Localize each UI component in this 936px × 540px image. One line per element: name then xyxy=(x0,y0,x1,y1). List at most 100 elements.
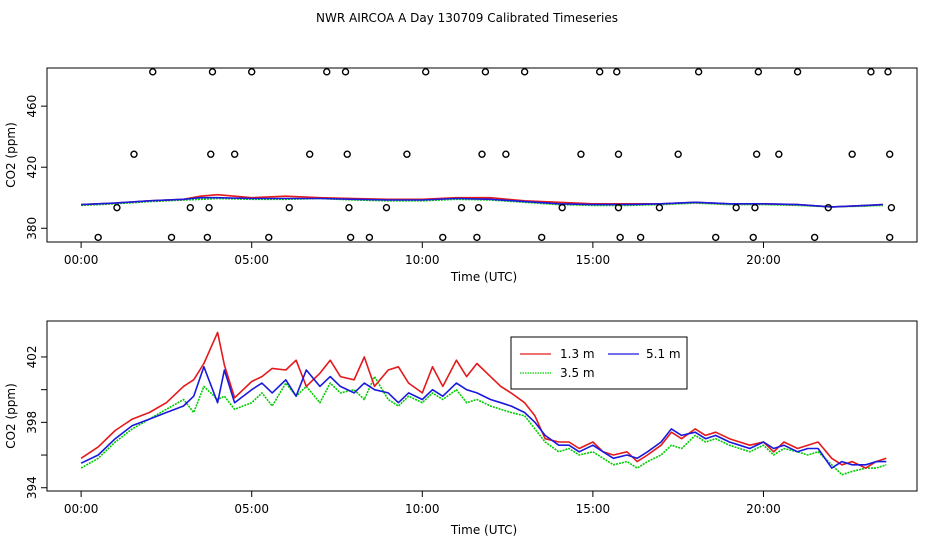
marker-point xyxy=(886,150,894,158)
marker-point xyxy=(457,203,466,212)
x-tick-label: 00:00 xyxy=(64,253,99,267)
marker-point xyxy=(382,203,391,212)
marker-point xyxy=(867,68,875,76)
series-line-3-5-m-panel-1 xyxy=(80,375,887,476)
x-tick-label: 20:00 xyxy=(746,253,781,267)
marker-point xyxy=(186,203,194,212)
x-tick-label: 05:00 xyxy=(234,502,269,516)
marker-point xyxy=(751,203,759,212)
marker-point xyxy=(203,233,212,242)
marker-point xyxy=(167,233,176,242)
x-tick-label: 20:00 xyxy=(746,502,781,516)
x-tick-label: 15:00 xyxy=(576,253,611,267)
marker-point xyxy=(577,150,585,158)
marker-point xyxy=(655,203,664,212)
y-axis-label-top: CO2 (ppm) xyxy=(4,122,18,188)
series-line-5-1-m-panel-0 xyxy=(81,196,883,208)
marker-point xyxy=(694,68,703,76)
marker-point xyxy=(265,233,273,242)
marker-point xyxy=(473,233,481,242)
marker-point xyxy=(439,233,447,242)
panel-top-all-heights: 00:00 05:00 10:00 15:00 20:00 380 420 460 Time… xyxy=(4,67,918,284)
marker-point xyxy=(345,203,353,212)
legend-label-3-5m: 3.5 m xyxy=(560,366,595,380)
marker-point xyxy=(848,150,856,158)
series-lines-top xyxy=(81,193,883,208)
panel-bottom-timeseries: 00:00 05:00 10:00 15:00 20:00 394 398 402 Time… xyxy=(4,320,918,537)
marker-point xyxy=(754,68,763,76)
marker-point xyxy=(478,150,486,158)
marker-point xyxy=(793,68,802,76)
series-line-1-3-m-panel-1 xyxy=(80,331,887,469)
y-axis-label-bottom: CO2 (ppm) xyxy=(4,383,18,449)
marker-point xyxy=(712,233,720,242)
x-tick-label: 10:00 xyxy=(405,502,440,516)
legend-label-1-3m: 1.3 m xyxy=(560,347,595,361)
marker-point xyxy=(824,203,832,212)
y-tick-label: 420 xyxy=(25,156,39,179)
marker-point xyxy=(248,68,256,76)
y-tick-label: 398 xyxy=(25,411,39,434)
marker-point xyxy=(230,150,239,158)
marker-point xyxy=(502,150,510,158)
marker-point xyxy=(886,233,894,242)
plot-frame-bottom xyxy=(46,320,918,492)
y-axis-top: 380 420 460 xyxy=(25,95,47,240)
marker-point xyxy=(365,233,374,242)
x-axis-bottom: 00:00 05:00 10:00 15:00 20:00 xyxy=(64,491,781,516)
marker-point xyxy=(636,233,645,242)
marker-point xyxy=(403,150,411,158)
marker-point xyxy=(422,68,430,76)
marker-point xyxy=(613,68,621,76)
x-tick-label: 00:00 xyxy=(64,502,99,516)
series-line-5-1-m-panel-1 xyxy=(80,365,887,469)
marker-points-top xyxy=(94,68,896,242)
marker-point xyxy=(614,150,623,158)
marker-point xyxy=(775,150,783,158)
marker-point xyxy=(113,203,121,212)
marker-point xyxy=(285,203,293,212)
x-axis-top: 00:00 05:00 10:00 15:00 20:00 xyxy=(64,242,781,267)
legend-label-5-1m: 5.1 m xyxy=(646,347,681,361)
series-lines-bottom xyxy=(80,331,887,476)
marker-point xyxy=(474,203,483,212)
marker-point xyxy=(884,68,892,76)
marker-point xyxy=(149,68,157,76)
marker-point xyxy=(558,203,566,212)
legend-box xyxy=(510,336,688,390)
marker-point xyxy=(341,68,350,76)
x-axis-label-bottom: Time (UTC) xyxy=(450,523,517,537)
marker-point xyxy=(343,150,351,158)
marker-point xyxy=(616,233,624,242)
y-tick-label: 394 xyxy=(25,476,39,499)
figure-title: NWR AIRCOA A Day 130709 Calibrated Times… xyxy=(316,11,618,25)
y-tick-label: 380 xyxy=(25,217,39,240)
marker-point xyxy=(520,68,529,76)
marker-point xyxy=(749,233,757,242)
marker-point xyxy=(752,150,761,158)
x-axis-label-top: Time (UTC) xyxy=(450,270,517,284)
plot-frame-top xyxy=(46,67,918,243)
marker-point xyxy=(887,203,896,212)
marker-point xyxy=(205,203,213,212)
x-tick-label: 10:00 xyxy=(405,253,440,267)
x-tick-label: 15:00 xyxy=(576,502,611,516)
marker-point xyxy=(306,150,314,158)
marker-point xyxy=(614,203,623,212)
marker-point xyxy=(674,150,682,158)
marker-point xyxy=(94,233,102,242)
marker-point xyxy=(346,233,355,242)
marker-point xyxy=(481,68,490,76)
marker-point xyxy=(732,203,740,212)
marker-point xyxy=(208,68,217,76)
marker-point xyxy=(323,68,331,76)
marker-point xyxy=(810,233,819,242)
y-tick-label: 402 xyxy=(25,346,39,369)
legend: 1.3 m 5.1 m 3.5 m xyxy=(510,336,688,390)
y-axis-bottom: 394 398 402 xyxy=(25,346,47,499)
x-tick-label: 05:00 xyxy=(234,253,269,267)
y-tick-label: 460 xyxy=(25,95,39,118)
marker-point xyxy=(596,68,604,76)
marker-point xyxy=(130,150,138,158)
